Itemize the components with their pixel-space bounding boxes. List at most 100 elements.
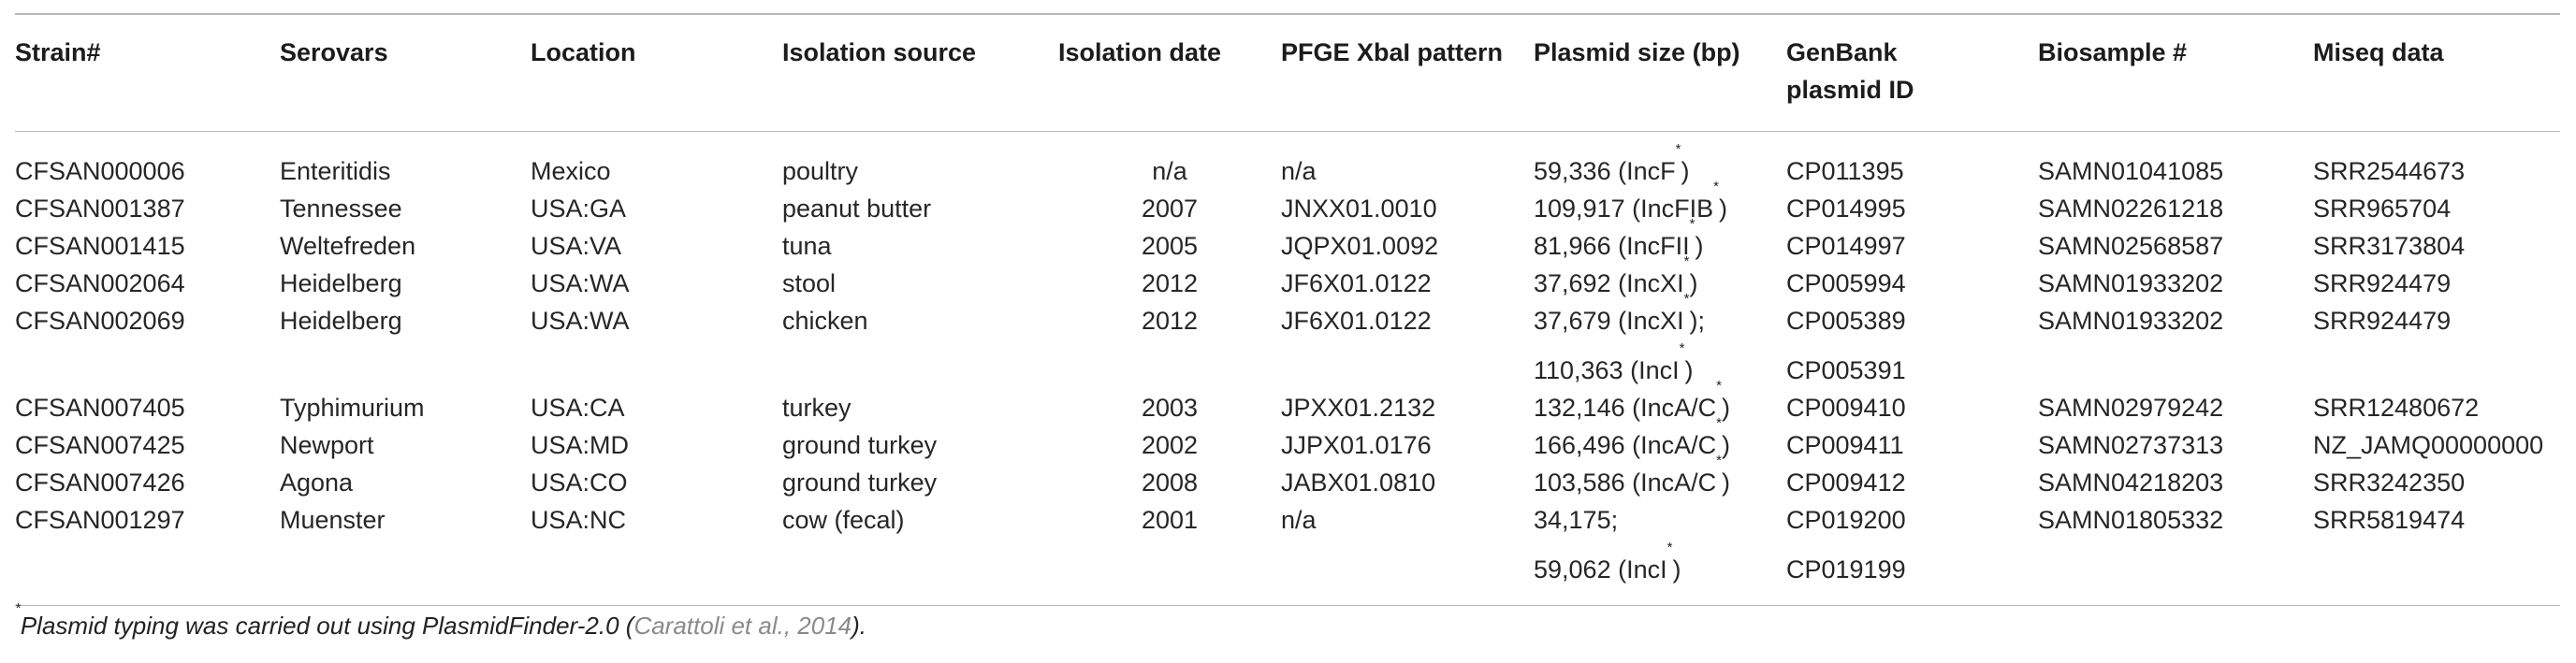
table-row: CFSAN002069 Heidelberg USA:WA chicken 2012 JF… — [15, 292, 2560, 339]
cell-isolation-source: chicken — [782, 307, 868, 335]
header-genbank-label: GenBank plasmid ID — [1786, 38, 1914, 104]
cell-miseq-data: SRR5819474 — [2313, 506, 2466, 534]
cell-biosample: SAMN04218203 — [2038, 468, 2224, 497]
plasmid-finder-marker: * — [1716, 378, 1722, 394]
cell-isolation-source: stool — [782, 269, 837, 297]
cell-biosample — [2038, 539, 2313, 605]
cell-miseq-data: SRR12480672 — [2313, 394, 2480, 422]
cell-miseq-data: SRR924479 — [2313, 307, 2452, 335]
cell-location: Mexico — [531, 157, 611, 185]
table-row: CFSAN000006 Enteritidis Mexico poultry n/a n/… — [15, 132, 2560, 190]
table-row: 110,363 (IncI*) CP005391 — [15, 339, 2560, 389]
header-location: Location — [531, 38, 636, 66]
cell-plasmid-size: 37,679 (IncXI*); — [1534, 292, 1786, 339]
table-header: Strain# Serovars Location Isolation sour… — [15, 15, 2560, 131]
plasmid-size-value: 59,062 (IncI — [1534, 555, 1667, 584]
cell-pfge-pattern — [1281, 339, 1534, 389]
cell-genbank-id: CP009410 — [1786, 394, 1906, 422]
cell-pfge-pattern: JPXX01.2132 — [1281, 394, 1436, 422]
plasmid-size-close: ) — [1721, 468, 1730, 497]
cell-miseq-data — [2313, 539, 2560, 605]
cell-location: USA:GA — [531, 195, 627, 223]
plasmid-finder-marker: * — [1716, 453, 1722, 468]
cell-strain: CFSAN002064 — [15, 269, 185, 297]
cell-plasmid-size: 132,146 (IncA/C*) — [1534, 379, 1786, 426]
cell-location: USA:CA — [531, 394, 625, 422]
table-row: CFSAN007426 Agona USA:CO ground turkey 2008 J… — [15, 454, 2560, 501]
cell-isolation-source — [782, 539, 1058, 605]
cell-plasmid-size: 37,692 (IncXI*) — [1534, 254, 1786, 302]
cell-plasmid-size: 103,586 (IncA/C*) — [1534, 454, 1786, 501]
header-isolation-source: Isolation source — [782, 38, 977, 66]
footnote-citation-link[interactable]: Carattoli et al., 2014 — [633, 612, 852, 640]
cell-plasmid-size: 59,062 (IncI*) — [1534, 539, 1786, 605]
plasmid-finder-marker: * — [1713, 179, 1719, 195]
header-plasmid-size: Plasmid size (bp) — [1534, 38, 1740, 66]
cell-location: USA:CO — [531, 468, 628, 497]
cell-genbank-id: CP014995 — [1786, 195, 1906, 223]
cell-serovar: Agona — [280, 468, 354, 497]
cell-strain — [15, 539, 280, 605]
cell-isolation-source: poultry — [782, 157, 859, 185]
table-row: CFSAN001415 Weltefreden USA:VA tuna 2005 JQPX… — [15, 217, 2560, 265]
cell-isolation-date: 2002 — [1141, 431, 1199, 459]
cell-location: USA:MD — [531, 431, 630, 459]
cell-isolation-date: 2001 — [1141, 506, 1199, 534]
cell-strain: CFSAN001297 — [15, 506, 185, 534]
cell-serovar: Typhimurium — [280, 394, 425, 422]
cell-isolation-date: 2008 — [1141, 468, 1199, 497]
cell-miseq-data — [2313, 339, 2560, 389]
cell-pfge-pattern — [1281, 539, 1534, 605]
cell-strain: CFSAN007425 — [15, 431, 185, 459]
cell-plasmid-size: 110,363 (IncI*) — [1534, 339, 1786, 389]
cell-pfge-pattern: n/a — [1281, 506, 1317, 534]
header-divider-rule — [15, 131, 2560, 132]
cell-miseq-data: SRR924479 — [2313, 269, 2452, 297]
table-top-rule — [15, 13, 2560, 15]
cell-plasmid-size: 109,917 (IncFIB*) — [1534, 180, 1786, 227]
plasmid-size-value: 37,692 (IncXI — [1534, 269, 1684, 297]
cell-isolation-date: n/a — [1152, 157, 1187, 185]
cell-strain: CFSAN001415 — [15, 232, 185, 260]
cell-biosample: SAMN02261218 — [2038, 195, 2224, 223]
cell-miseq-data: SRR965704 — [2313, 195, 2452, 223]
plasmid-size-value: 110,363 (IncI — [1534, 356, 1680, 384]
table-footnote: *Plasmid typing was carried out using Pl… — [15, 601, 867, 641]
cell-genbank-id: CP014997 — [1786, 232, 1906, 260]
cell-pfge-pattern: JF6X01.0122 — [1281, 269, 1432, 297]
cell-isolation-date: 2012 — [1141, 269, 1199, 297]
strain-plasmid-table-body: CFSAN000006 Enteritidis Mexico poultry n/a n/… — [15, 132, 2560, 605]
cell-isolation-source: cow (fecal) — [782, 506, 905, 534]
cell-isolation-date: 2003 — [1141, 394, 1199, 422]
cell-isolation-source: tuna — [782, 232, 832, 260]
cell-strain: CFSAN002069 — [15, 307, 185, 335]
cell-miseq-data: SRR3242350 — [2313, 468, 2466, 497]
plasmid-finder-marker: * — [1716, 415, 1722, 431]
plasmid-size-close: ) — [1721, 431, 1730, 459]
cell-isolation-source: turkey — [782, 394, 851, 422]
plasmid-finder-marker: * — [1675, 141, 1681, 157]
cell-serovar: Newport — [280, 431, 374, 459]
cell-genbank-id: CP005391 — [1786, 356, 1906, 384]
plasmid-size-value: 109,917 (IncFIB — [1534, 195, 1714, 223]
plasmid-size-value: 132,146 (IncA/C — [1534, 394, 1717, 422]
cell-strain — [15, 339, 280, 389]
table-bottom-rule — [15, 605, 2560, 606]
cell-serovar: Heidelberg — [280, 269, 402, 297]
table-row: 59,062 (IncI*) CP019199 — [15, 539, 2560, 605]
header-serovars: Serovars — [280, 38, 388, 66]
cell-pfge-pattern: JNXX01.0010 — [1281, 195, 1437, 223]
footnote-end: ). — [851, 612, 867, 640]
cell-miseq-data: SRR3173804 — [2313, 232, 2466, 260]
cell-location: USA:WA — [531, 307, 630, 335]
cell-biosample: SAMN01933202 — [2038, 269, 2224, 297]
cell-genbank-id: CP019199 — [1786, 555, 1906, 584]
plasmid-size-value: 59,336 (IncF — [1534, 157, 1676, 185]
plasmid-finder-marker: * — [1689, 216, 1696, 232]
cell-location: USA:WA — [531, 269, 630, 297]
cell-isolation-source: ground turkey — [782, 468, 938, 497]
table-row: CFSAN001387 Tennessee USA:GA peanut butter 2… — [15, 180, 2560, 227]
cell-location: USA:NC — [531, 506, 627, 534]
header-genbank-plasmid-id: GenBank plasmid ID — [1786, 15, 2038, 131]
plasmid-finder-marker: * — [1679, 340, 1685, 356]
